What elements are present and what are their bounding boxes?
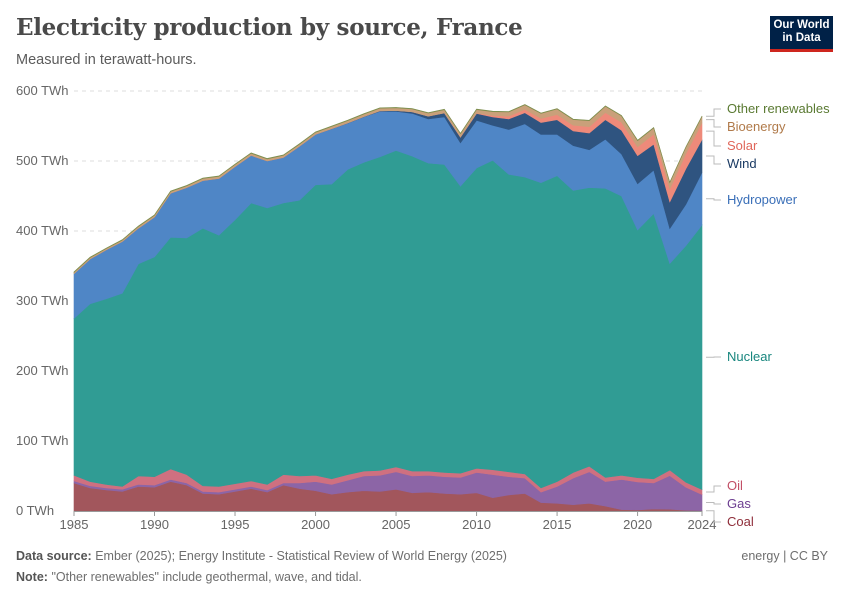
owid-logo[interactable]: Our World in Data [770,16,833,52]
chart-subtitle: Measured in terawatt-hours. [16,52,197,68]
label-connector [706,485,721,493]
y-tick-label: 500 TWh [16,153,69,168]
legend-label-solar: Solar [727,138,758,153]
label-connector [706,130,721,147]
logo-text: Our World in Data [773,19,830,44]
note-label: Note: [16,570,48,584]
x-tick-label: 1985 [60,517,89,532]
y-tick-label: 0 TWh [16,503,54,518]
legend-label-other-renewables: Other renewables [727,101,830,116]
legend-label-gas: Gas [727,496,751,511]
note-text: "Other renewables" include geothermal, w… [51,570,362,584]
legend-label-bioenergy: Bioenergy [727,119,786,134]
source-label: Data source: [16,549,92,563]
x-tick-label: 2005 [382,517,411,532]
y-tick-label: 100 TWh [16,433,69,448]
area-other-renewables [73,104,703,273]
label-connector [706,155,721,165]
label-connector [706,119,721,128]
x-tick-label: 2020 [623,517,652,532]
y-tick-label: 400 TWh [16,223,69,238]
legend-label-oil: Oil [727,478,743,493]
x-tick-label: 2024 [688,517,717,532]
license-text[interactable]: energy | CC BY [741,549,828,563]
x-tick-label: 2015 [543,517,572,532]
x-tick-label: 2000 [301,517,330,532]
legend-label-coal: Coal [727,514,754,529]
legend-label-hydropower: Hydropower [727,192,798,207]
x-tick-label: 2010 [462,517,491,532]
x-tick-label: 1990 [140,517,169,532]
legend-label-nuclear: Nuclear [727,349,772,364]
chart-title: Electricity production by source, France [16,14,523,41]
y-tick-label: 600 TWh [16,83,69,98]
legend-label-wind: Wind [727,156,757,171]
label-connector [706,108,721,117]
y-tick-label: 300 TWh [16,293,69,308]
source-text: Ember (2025); Energy Institute - Statist… [95,549,507,563]
y-tick-label: 200 TWh [16,363,69,378]
label-connector [706,198,721,201]
label-connector [706,502,721,505]
data-source: Data source: Ember (2025); Energy Instit… [16,549,507,563]
chart-note: Note: "Other renewables" include geother… [16,570,362,584]
label-connector [706,510,721,523]
x-tick-label: 1995 [221,517,250,532]
